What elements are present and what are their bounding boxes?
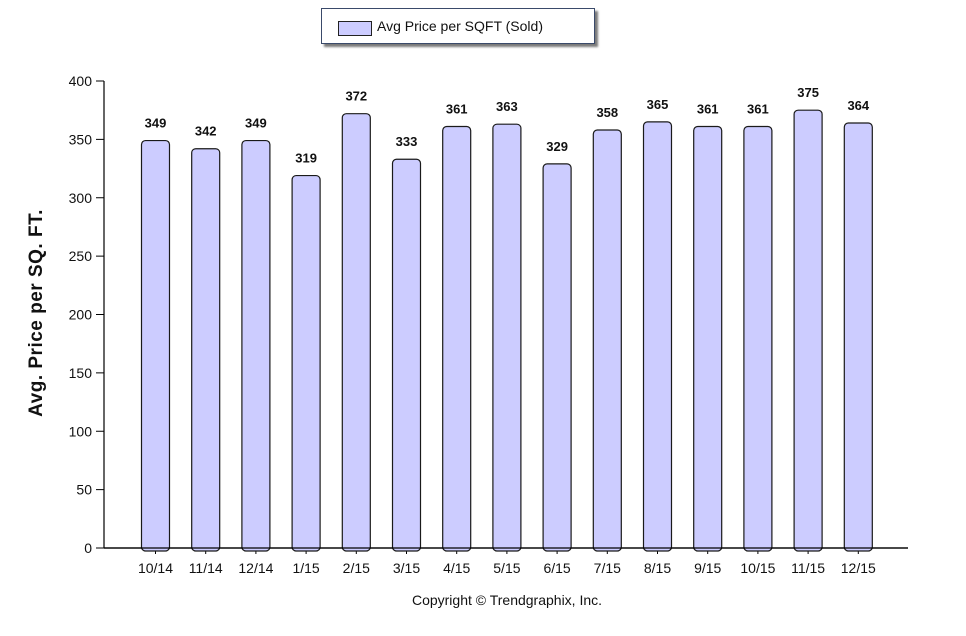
bar <box>743 125 773 552</box>
bar-value-label: 375 <box>797 85 819 100</box>
x-tick-label: 4/15 <box>443 560 470 576</box>
x-tick-label: 8/15 <box>644 560 671 576</box>
bar-value-label: 349 <box>145 116 167 131</box>
x-tick-label: 5/15 <box>493 560 520 576</box>
bar <box>642 121 673 552</box>
x-tick-label: 6/15 <box>543 560 570 576</box>
bar-value-label: 361 <box>697 102 719 117</box>
axes: 0 50 100 150 200 250 300 350 400 <box>69 73 908 556</box>
x-tick-label: 10/15 <box>740 560 775 576</box>
bar <box>442 125 472 552</box>
y-tick-label: 150 <box>69 365 93 381</box>
x-tick-label: 3/15 <box>393 560 420 576</box>
x-tick-label: 1/15 <box>292 560 319 576</box>
labels: 10/14 349 11/14 342 12/14 349 1/15 319 2/15 372 3/… <box>104 85 908 576</box>
bar-value-label: 342 <box>195 124 217 139</box>
bar-value-label: 349 <box>245 116 267 131</box>
bar-value-label: 329 <box>546 139 568 154</box>
y-tick-label: 200 <box>69 307 93 323</box>
y-tick-label: 250 <box>69 248 93 264</box>
bar-value-label: 372 <box>345 89 367 104</box>
bar <box>241 139 271 552</box>
bar <box>693 125 723 552</box>
bar <box>341 113 371 552</box>
bar-value-label: 365 <box>647 97 669 112</box>
bar-value-label: 363 <box>496 99 518 114</box>
x-tick-label: 9/15 <box>694 560 721 576</box>
bar <box>191 148 221 552</box>
legend-label: Avg Price per SQFT (Sold) <box>377 18 543 34</box>
copyright-text: Copyright © Trendgraphix, Inc. <box>411 592 603 608</box>
bar-value-label: 319 <box>295 151 317 166</box>
y-tick-label: 350 <box>69 131 93 147</box>
bar-value-label: 361 <box>747 102 769 117</box>
bar-value-label: 361 <box>446 102 468 117</box>
bar <box>592 129 622 552</box>
x-tick-label: 12/14 <box>238 560 273 576</box>
bar <box>492 123 522 552</box>
legend: Avg Price per SQFT (Sold) <box>321 8 595 44</box>
legend-swatch <box>338 21 372 36</box>
y-axis-label: Avg. Price per SQ. FT. <box>26 209 47 417</box>
y-tick-label: 400 <box>69 73 93 89</box>
bar-value-label: 333 <box>396 134 418 149</box>
bar <box>542 163 572 552</box>
x-tick-label: 10/14 <box>138 560 173 576</box>
bar <box>391 158 422 552</box>
bars <box>140 109 873 552</box>
x-tick-label: 11/15 <box>791 560 825 576</box>
x-tick-label: 7/15 <box>594 560 621 576</box>
bar <box>291 174 321 552</box>
x-tick-label: 2/15 <box>343 560 370 576</box>
y-tick-label: 300 <box>69 190 93 206</box>
y-tick-label: 50 <box>76 482 92 498</box>
x-tick-label: 11/14 <box>189 560 223 576</box>
y-tick-label: 0 <box>84 540 92 556</box>
y-tick-label: 100 <box>69 423 93 439</box>
bar <box>793 109 823 552</box>
x-tick-label: 12/15 <box>841 560 876 576</box>
bar <box>843 122 873 552</box>
bar-value-label: 364 <box>847 98 869 113</box>
bar-value-label: 358 <box>596 105 618 120</box>
bar <box>140 139 171 552</box>
